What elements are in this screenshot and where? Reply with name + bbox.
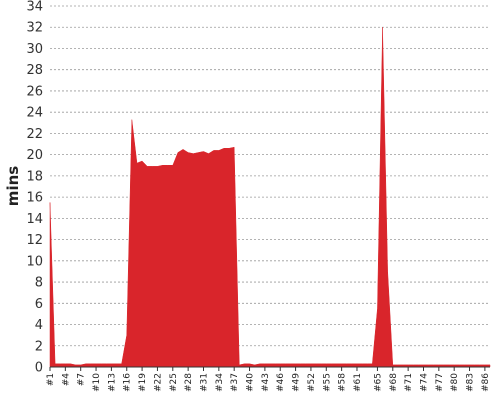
y-tick-label: 2 (35, 339, 43, 354)
x-tick-label: #19 (138, 373, 148, 392)
x-tick-label: #31 (199, 373, 209, 392)
x-tick-label: #83 (466, 373, 476, 392)
y-tick-label: 8 (35, 276, 43, 291)
y-tick-label: 0 (35, 361, 43, 376)
x-tick-label: #68 (389, 373, 399, 392)
x-tick-label: #7 (77, 373, 87, 386)
plot-area (49, 27, 491, 368)
y-tick-label: 24 (26, 106, 43, 121)
x-tick-label: #77 (435, 373, 445, 392)
x-tick-label: #10 (92, 373, 102, 392)
x-axis-ticks: #1 #4 #7 #10 #13 #16 #19 #22 #25 #28 #31 #34 #37 #40 #… (46, 367, 491, 392)
y-tick-label: 22 (26, 127, 43, 142)
x-tick-label: #34 (215, 373, 225, 392)
x-tick-label: #58 (338, 373, 348, 392)
y-tick-label: 32 (26, 21, 43, 36)
x-tick-label: #37 (230, 373, 240, 392)
x-tick-label: #28 (184, 373, 194, 392)
series-area (49, 27, 491, 368)
x-tick-label: #61 (353, 373, 363, 392)
x-tick-label: #40 (246, 373, 256, 392)
x-tick-label: #52 (307, 373, 317, 392)
x-tick-label: #86 (481, 373, 491, 392)
y-tick-label: 10 (26, 254, 43, 269)
x-tick-label: #13 (107, 373, 117, 392)
y-tick-label: 18 (26, 169, 43, 184)
y-tick-label: 14 (26, 212, 43, 227)
y-tick-label: 12 (26, 233, 43, 248)
x-tick-label: #25 (169, 373, 179, 392)
x-tick-label: #65 (373, 373, 383, 392)
y-tick-label: 16 (26, 191, 43, 206)
x-tick-label: #16 (123, 373, 133, 392)
y-tick-label: 26 (26, 84, 43, 99)
y-tick-label: 30 (26, 42, 43, 57)
x-tick-label: #46 (276, 373, 286, 392)
x-tick-label: #74 (419, 373, 429, 392)
y-tick-label: 34 (26, 0, 43, 15)
x-tick-label: #4 (61, 373, 71, 387)
x-tick-label: #55 (322, 373, 332, 392)
y-axis-label: mins (4, 166, 22, 206)
x-tick-label: #1 (46, 373, 56, 386)
x-tick-label: #80 (450, 373, 460, 392)
x-tick-label: #49 (292, 373, 302, 392)
y-tick-label: 20 (26, 148, 43, 163)
y-tick-label: 28 (26, 63, 43, 78)
y-tick-label: 4 (35, 318, 43, 333)
y-tick-label: 6 (35, 297, 43, 312)
x-tick-label: #22 (153, 373, 163, 392)
gridlines (50, 5, 490, 347)
x-tick-label: #71 (404, 373, 414, 392)
x-tick-label: #43 (261, 373, 271, 392)
